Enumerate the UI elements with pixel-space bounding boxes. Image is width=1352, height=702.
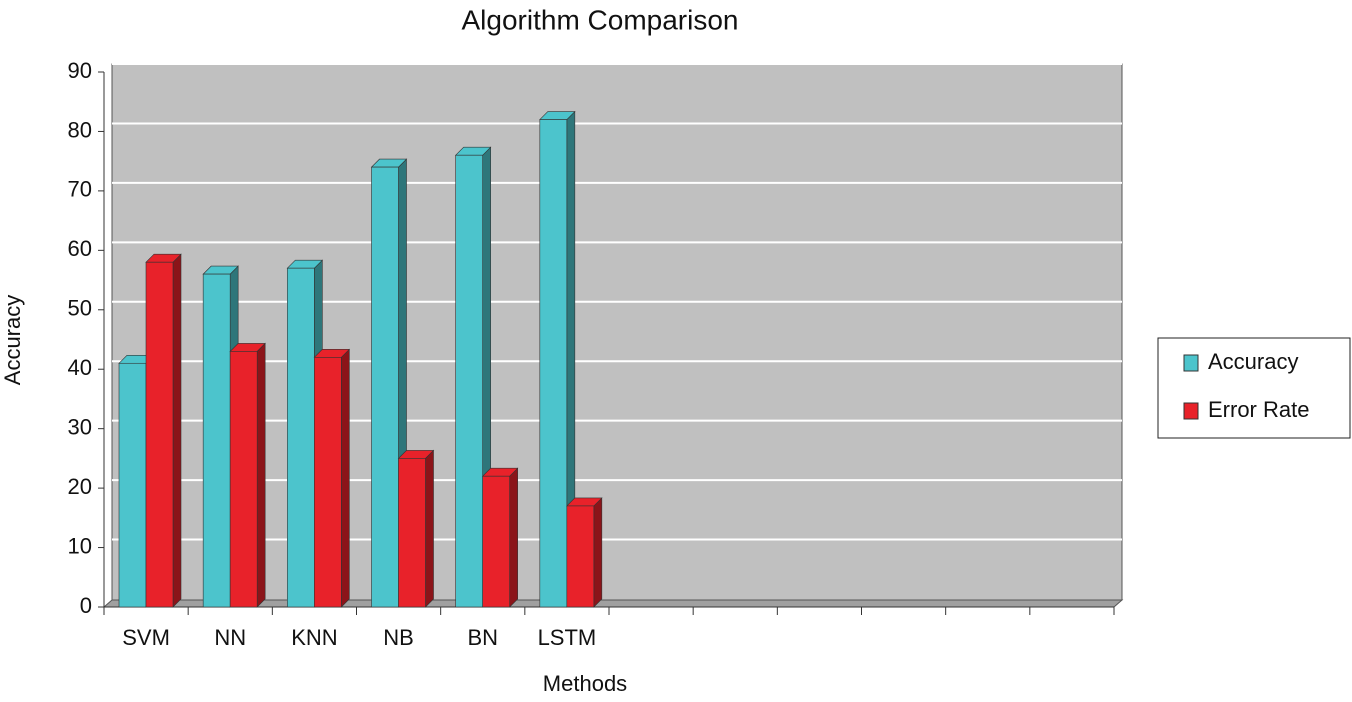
- x-axis-label: Methods: [543, 671, 627, 696]
- bar: [455, 154, 483, 608]
- legend-swatch: [1183, 402, 1199, 420]
- bar: [371, 166, 399, 608]
- y-tick-label: 90: [68, 58, 92, 83]
- x-tick-label: NB: [383, 625, 414, 650]
- bar-side: [509, 467, 518, 608]
- plot-wall: [111, 63, 1123, 601]
- bar: [398, 458, 426, 608]
- legend-label: Accuracy: [1208, 349, 1298, 374]
- y-tick-label: 70: [68, 177, 92, 202]
- bar: [229, 351, 258, 608]
- bar: [118, 362, 147, 608]
- legend-swatch: [1183, 354, 1199, 372]
- bar-side: [425, 449, 434, 608]
- bar: [539, 119, 568, 608]
- y-tick-label: 0: [80, 593, 92, 618]
- bar: [287, 267, 315, 608]
- x-tick-label: LSTM: [538, 625, 597, 650]
- bar: [566, 505, 595, 608]
- x-tick-label: SVM: [122, 625, 170, 650]
- x-tick-label: KNN: [291, 625, 337, 650]
- x-tick-label: BN: [467, 625, 498, 650]
- chart-title: Algorithm Comparison: [462, 4, 739, 35]
- legend-label: Error Rate: [1208, 397, 1309, 422]
- bar: [202, 273, 231, 608]
- bar-side: [593, 497, 603, 608]
- y-tick-label: 40: [68, 355, 92, 380]
- y-axis-label: Accuracy: [0, 295, 25, 385]
- y-tick-label: 10: [68, 533, 92, 558]
- bar: [314, 357, 342, 608]
- y-tick-label: 80: [68, 117, 92, 142]
- bar-side: [172, 253, 182, 608]
- y-tick-label: 30: [68, 414, 92, 439]
- bar-side: [341, 348, 350, 608]
- bar: [145, 261, 174, 608]
- y-tick-label: 50: [68, 296, 92, 321]
- bar-side: [256, 342, 266, 608]
- bar: [482, 475, 510, 608]
- x-tick-label: NN: [214, 625, 246, 650]
- y-tick-label: 60: [68, 236, 92, 261]
- y-tick-label: 20: [68, 474, 92, 499]
